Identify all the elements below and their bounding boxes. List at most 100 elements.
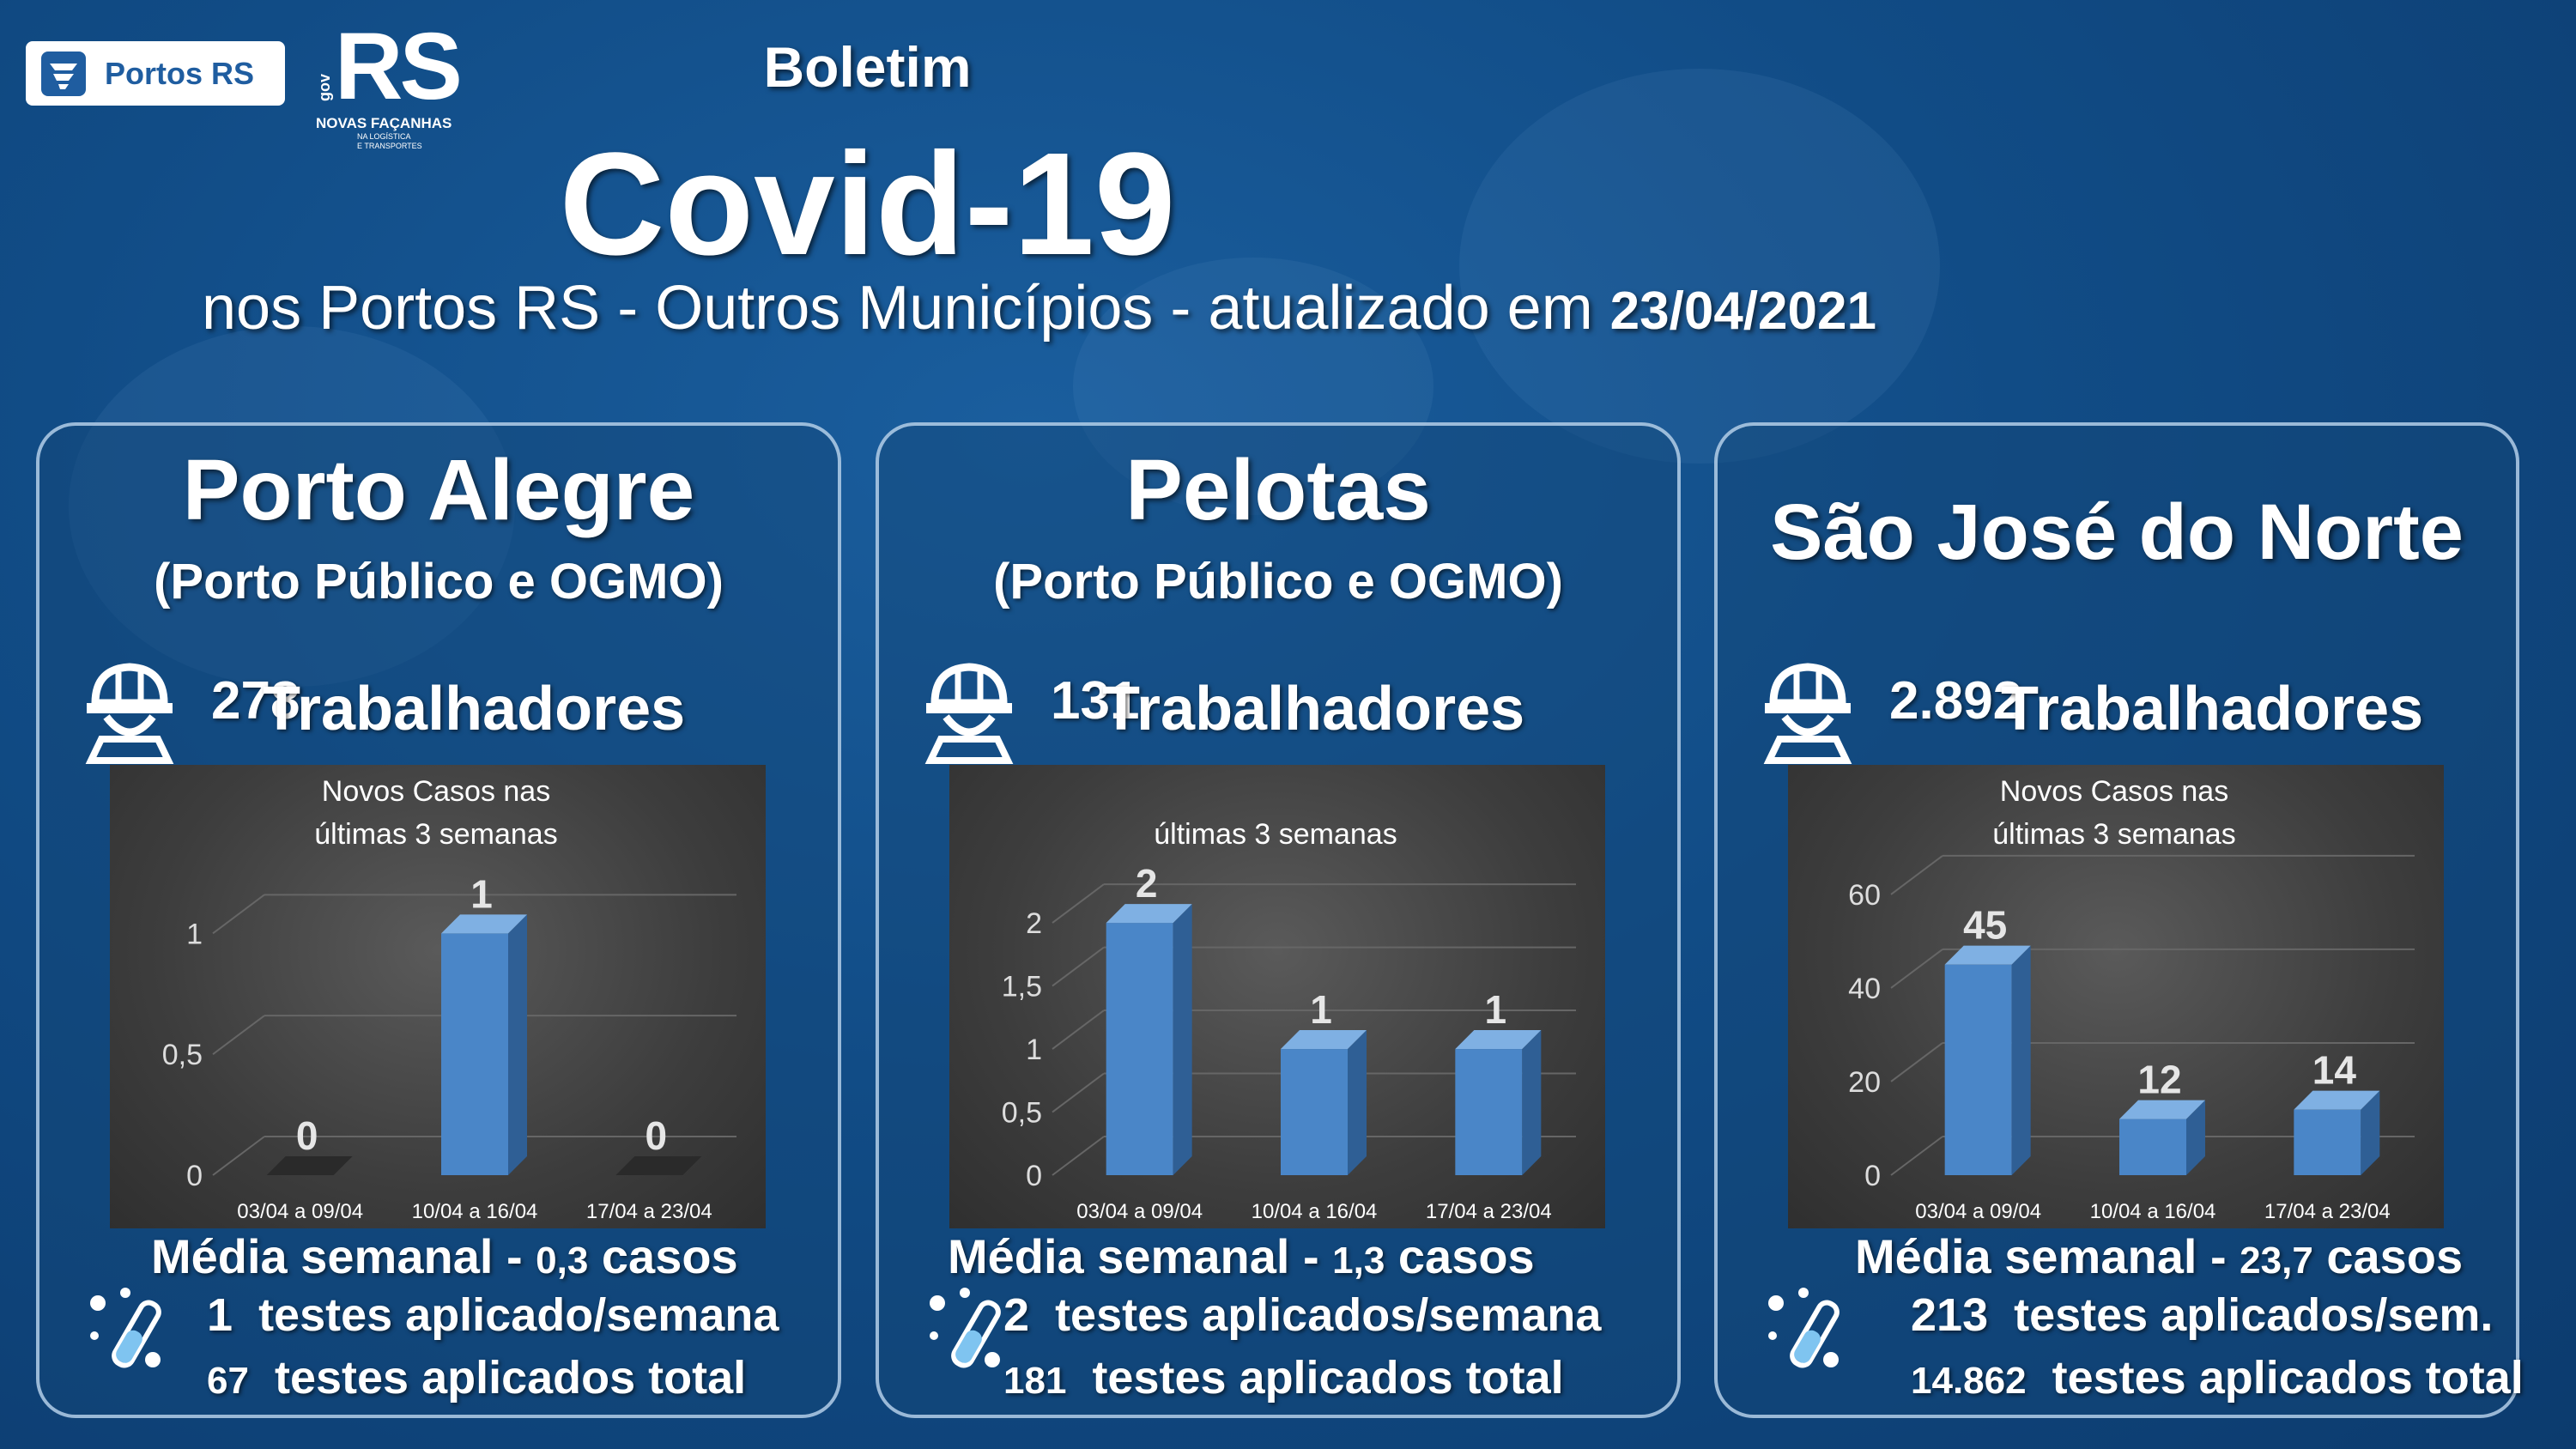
bar-value-label: 1	[470, 871, 493, 916]
bar-zero	[615, 1156, 702, 1175]
page-title: Covid-19	[559, 123, 1176, 286]
bar	[1106, 923, 1173, 1175]
test-icon-wrap	[82, 1284, 168, 1383]
bar-zero	[266, 1156, 353, 1175]
weekly-average: Média semanal - 23,7 casos	[1855, 1228, 2463, 1284]
chart-title-line: Novos Casos nas	[322, 775, 550, 808]
grid-line-slant	[212, 1136, 265, 1176]
tests-week-label: testes aplicados/sem.	[2014, 1289, 2494, 1341]
bar	[2119, 1119, 2186, 1175]
x-tick-label: 10/04 a 16/04	[2090, 1200, 2216, 1223]
x-tick-label: 17/04 a 23/04	[2264, 1200, 2391, 1223]
bar-value-label: 14	[2312, 1048, 2357, 1093]
bar-value-label: 2	[1136, 861, 1158, 906]
x-tick-label: 17/04 a 23/04	[586, 1200, 712, 1223]
weekly-average-unit: casos	[2326, 1229, 2464, 1283]
cases-chart: Novos Casos nas últimas 3 semanas 0 20 40 60 4…	[1788, 765, 2444, 1228]
bar-value-label: 0	[296, 1113, 318, 1158]
y-tick-label: 0	[1026, 1160, 1042, 1192]
grid-line-slant	[1052, 883, 1105, 924]
test-tube-virus-icon	[1768, 1288, 1840, 1368]
weekly-average-value: 1,3	[1332, 1240, 1385, 1282]
bar	[1944, 964, 2012, 1175]
weekly-average-label: Média semanal -	[151, 1229, 523, 1283]
tests-week-value: 213	[1911, 1289, 1989, 1341]
rs-logo-tiny-2: E TRANSPORTES	[357, 142, 422, 150]
workers-label: Trabalhadores	[1102, 675, 1525, 743]
workers-row: 2.892 Trabalhadores	[1752, 653, 2507, 765]
bulletin-label: Boletim	[763, 35, 972, 99]
grid-line-slant	[1052, 1072, 1105, 1113]
grid-line-slant	[212, 894, 265, 935]
x-tick-label: 17/04 a 23/04	[1426, 1200, 1552, 1223]
x-tick-label: 10/04 a 16/04	[1252, 1200, 1378, 1223]
tests-total-value: 14.862	[1911, 1360, 2027, 1402]
bar-side	[2361, 1090, 2380, 1175]
bar-value-label: 0	[646, 1113, 668, 1158]
weekly-average-unit: casos	[601, 1229, 738, 1283]
bar	[1455, 1049, 1523, 1175]
tests-week-value: 2	[1003, 1289, 1030, 1341]
chart-title-line: últimas 3 semanas	[314, 818, 557, 851]
chart-title-line: Novos Casos nas	[2000, 775, 2228, 808]
grid-line-slant	[1052, 1009, 1105, 1050]
background-virus-shape	[69, 326, 515, 687]
grid-line-slant	[1890, 855, 1943, 895]
bar	[2294, 1109, 2361, 1175]
weekly-average-label: Média semanal -	[1855, 1229, 2227, 1283]
tests-total-label: testes aplicados total	[2052, 1352, 2524, 1404]
y-tick-label: 1,5	[1002, 971, 1042, 1003]
bar	[1281, 1049, 1348, 1175]
test-icon-wrap	[1761, 1284, 1846, 1383]
chart-svg: Novos Casos nas últimas 3 semanas 0 0,5 1 0 03…	[162, 775, 736, 1223]
bar-value-label: 12	[2137, 1058, 2181, 1102]
bar-top	[441, 914, 527, 934]
workers-count: 131	[1051, 671, 1140, 731]
weekly-average-value: 0,3	[536, 1240, 589, 1282]
rs-government-logo: gov RS NOVAS FAÇANHAS NA LOGÍSTICA E TRA…	[316, 20, 479, 151]
workers-count: 278	[211, 671, 300, 731]
bar-side	[508, 914, 527, 1175]
y-tick-label: 0	[186, 1160, 203, 1192]
tests-per-week: 1 testes aplicado/semana	[207, 1288, 779, 1342]
y-tick-label: 40	[1848, 973, 1881, 1005]
workers-label: Trabalhadores	[2001, 675, 2424, 743]
background-virus-shape	[1459, 69, 1940, 464]
tests-total-value: 181	[1003, 1360, 1067, 1402]
bar-top	[2119, 1100, 2205, 1119]
grid-line-slant	[1890, 1136, 1943, 1176]
tests-per-week: 2 testes aplicados/semana	[1003, 1288, 1601, 1342]
bar-side	[1348, 1030, 1367, 1175]
weekly-average-label: Média semanal -	[948, 1229, 1319, 1283]
city-panel: Pelotas (Porto Público e OGMO) 131 Traba…	[876, 422, 1681, 1418]
weekly-average-value: 23,7	[2240, 1240, 2313, 1282]
x-tick-label: 03/04 a 09/04	[1915, 1200, 2041, 1223]
city-name: Pelotas	[1125, 442, 1431, 538]
tests-total: 14.862 testes aplicados total	[1911, 1351, 2524, 1404]
page-subtitle: nos Portos RS - Outros Municípios - atua…	[0, 273, 2327, 343]
chart-svg: últimas 3 semanas 0 0,5 1 1,5 2 2 03/04 a 09/04…	[1002, 818, 1576, 1223]
chart-svg: Novos Casos nas últimas 3 semanas 0 20 40 60 4…	[1848, 775, 2415, 1223]
city-panel: São José do Norte 2.892 Trabalhadores No…	[1714, 422, 2524, 1418]
tests-week-label: testes aplicados/semana	[1055, 1289, 1602, 1341]
tests-total-value: 67	[207, 1360, 249, 1402]
weekly-average: Média semanal - 0,3 casos	[151, 1228, 738, 1284]
worker-helmet-icon	[1763, 663, 1852, 764]
subtitle-text: nos Portos RS - Outros Municípios - atua…	[202, 274, 1593, 343]
portos-rs-mark-icon	[41, 51, 86, 96]
city-subtitle: (Porto Público e OGMO)	[993, 554, 1563, 609]
tests-week-label: testes aplicado/semana	[258, 1289, 779, 1341]
x-tick-label: 10/04 a 16/04	[412, 1200, 538, 1223]
workers-row: 278 Trabalhadores	[74, 653, 829, 765]
rs-logo-sub: NOVAS FAÇANHAS	[316, 115, 452, 131]
grid-line-slant	[1890, 949, 1943, 989]
weekly-average: Média semanal - 1,3 casos	[948, 1228, 1535, 1284]
tests-total-label: testes aplicados total	[274, 1352, 747, 1404]
city-name: Porto Alegre	[182, 442, 695, 538]
tests-week-value: 1	[207, 1289, 233, 1341]
workers-count: 2.892	[1889, 671, 2023, 731]
grid-line-slant	[1052, 946, 1105, 987]
y-tick-label: 1	[186, 918, 203, 950]
test-tube-virus-icon	[930, 1288, 1001, 1368]
portos-rs-logo: Portos RS	[26, 41, 285, 106]
